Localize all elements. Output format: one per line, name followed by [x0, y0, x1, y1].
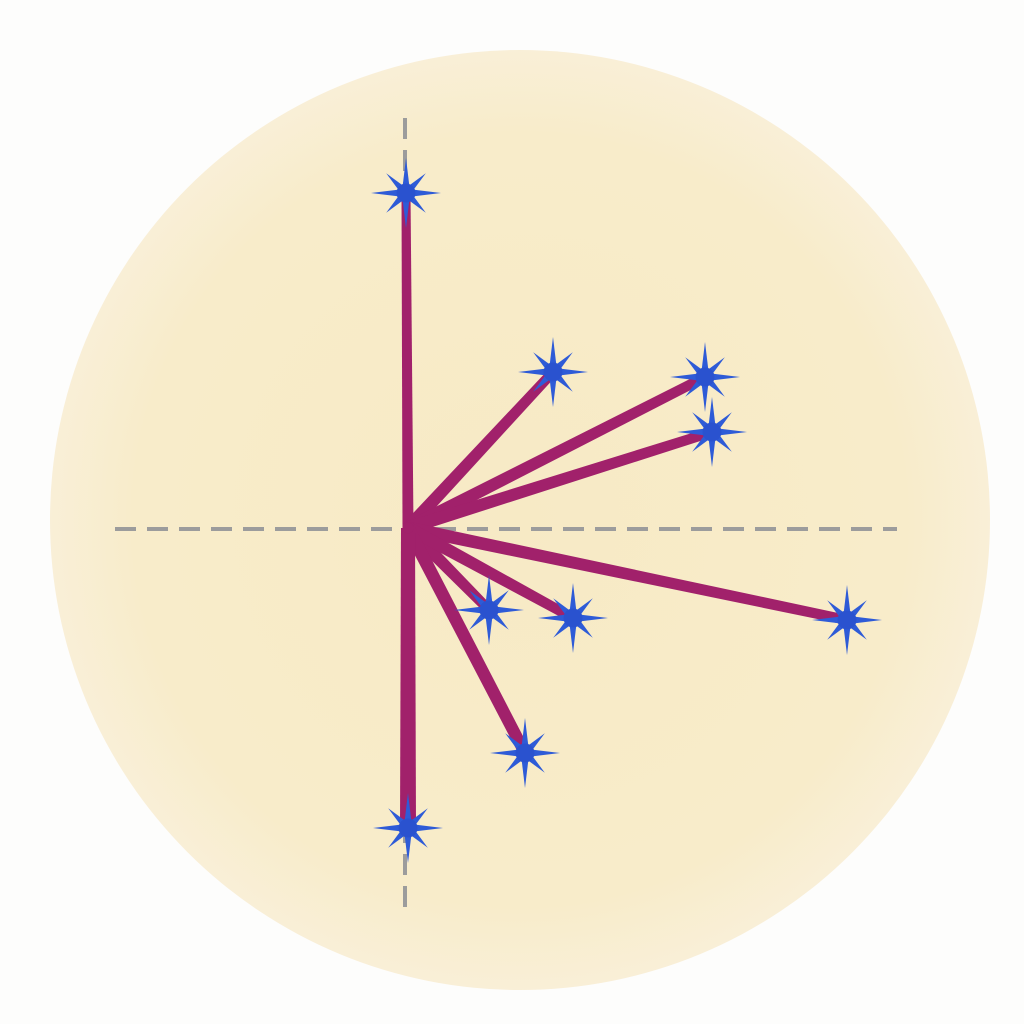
vector-ray-1 [401, 192, 414, 529]
star-core [695, 367, 715, 387]
vector-ray-2 [403, 368, 557, 533]
star-marker-2 [518, 337, 588, 407]
vector-ray-8 [402, 525, 531, 756]
star-marker-4 [677, 397, 747, 467]
star-marker-5 [812, 585, 882, 655]
vector-ray-7 [404, 522, 576, 623]
hub-point [402, 522, 414, 534]
star-core [396, 183, 416, 203]
star-core [837, 610, 857, 630]
star-marker-6 [454, 575, 524, 645]
vector-ray-9 [400, 528, 416, 828]
star-marker-8 [490, 718, 560, 788]
vector-ray-3 [405, 372, 708, 534]
vector-rays [400, 192, 849, 828]
star-marker-1 [371, 158, 441, 228]
star-core [479, 600, 499, 620]
star-core [515, 743, 535, 763]
star-core [563, 608, 583, 628]
star-core [543, 362, 563, 382]
star-marker-3 [670, 342, 740, 412]
vector-ray-4 [406, 427, 714, 535]
background-circle [50, 50, 990, 990]
star-marker-9 [373, 793, 443, 863]
star-markers [371, 158, 882, 863]
star-marker-7 [538, 583, 608, 653]
star-core [702, 422, 722, 442]
vector-ray-5 [406, 521, 849, 625]
star-core [398, 818, 418, 838]
